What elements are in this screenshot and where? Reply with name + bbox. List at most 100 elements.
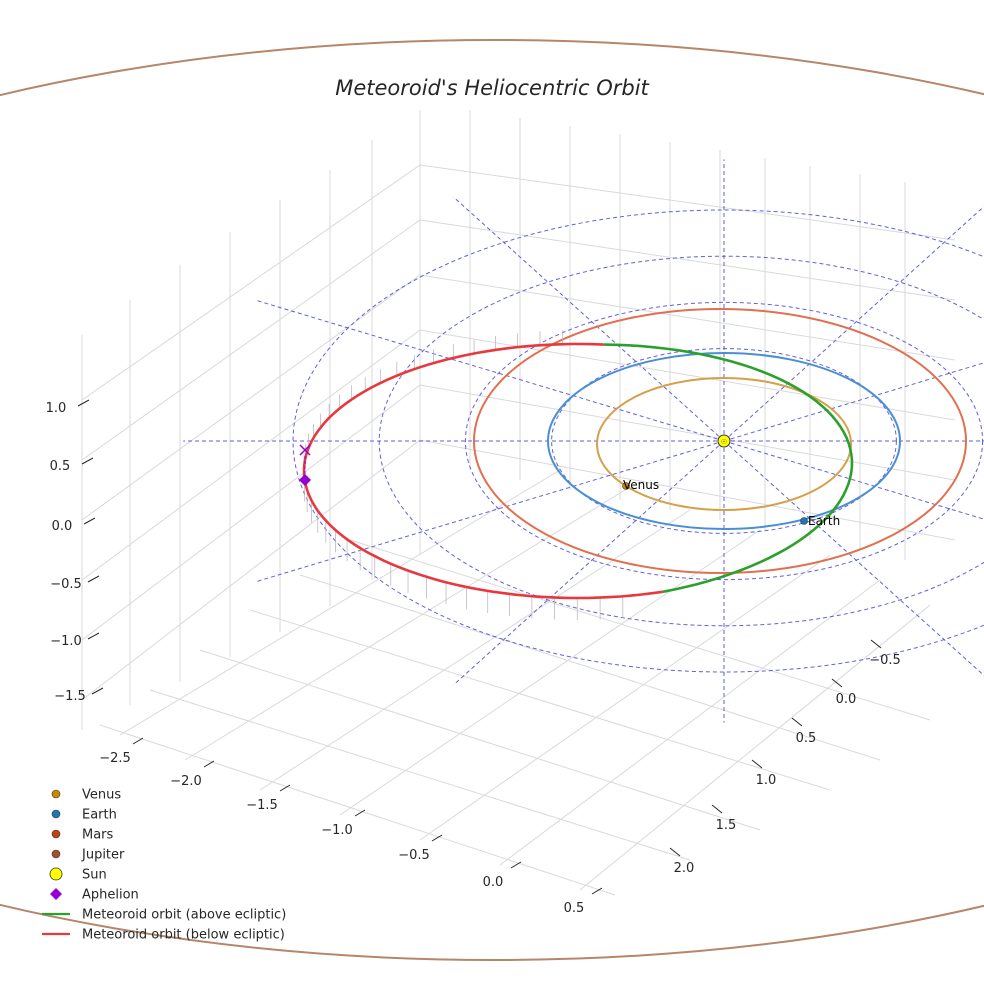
- orbit-earth: [547, 352, 901, 530]
- y-tick-mark: [831, 678, 843, 688]
- ecliptic-grid-spoke: [723, 440, 984, 677]
- markers: ☉ Venus Earth: [299, 434, 840, 528]
- y-tick-mark: [751, 759, 763, 769]
- legend-item: Meteoroid orbit (below ecliptic): [42, 928, 285, 943]
- x-tick-label: −1.0: [321, 823, 353, 838]
- z-tick-mark: [77, 399, 90, 407]
- pane-gridline: [81, 439, 956, 701]
- legend: Venus Earth Mars Jupiter Sun Aphelion Meteoroi…: [42, 788, 286, 943]
- legend-label: Venus: [82, 788, 121, 803]
- planet-orbits: [0, 39, 984, 961]
- pane-gridline: [81, 164, 956, 401]
- legend-label: Earth: [82, 808, 117, 823]
- pane-gridline: [579, 604, 931, 891]
- legend-swatch: [51, 829, 61, 839]
- y-tick-label: 1.5: [716, 818, 737, 833]
- pane-gridline: [249, 609, 831, 791]
- x-tick-label: 0.5: [564, 901, 585, 916]
- x-tick-mark: [510, 861, 522, 869]
- pane-gridline: [259, 509, 691, 791]
- legend-item: Meteoroid orbit (above ecliptic): [42, 908, 286, 923]
- pane-gridline: [339, 529, 761, 816]
- x-tick-mark: [431, 834, 443, 842]
- legend-item: Earth: [51, 808, 117, 823]
- pane-gridline: [81, 219, 956, 461]
- z-tick-label: 0.5: [50, 459, 71, 474]
- pane-gridline: [184, 489, 626, 761]
- x-tick-label: −0.5: [398, 848, 430, 863]
- pane-gridline: [299, 574, 881, 761]
- x-tick-mark: [279, 784, 291, 792]
- legend-swatch: [51, 809, 61, 819]
- ecliptic-grid-spoke: [255, 299, 725, 442]
- x-tick-mark: [354, 809, 366, 817]
- orbit-stems: [303, 330, 624, 620]
- orbit-venus: [596, 377, 852, 511]
- meteoroid-orbit-above: [603, 343, 854, 594]
- legend-label: Meteoroid orbit (above ecliptic): [82, 908, 286, 923]
- earth-label: Earth: [808, 514, 840, 528]
- aphelion-projection-marker: [299, 444, 311, 456]
- ecliptic-grid-circle: [464, 301, 984, 581]
- axis-ticks: −2.5 −2.0 −1.5 −1.0 −0.5 0.0 0.5 −0.5 0.0 0.5 1.0 1…: [46, 399, 901, 916]
- orbit-mars: [473, 308, 967, 574]
- legend-label: Jupiter: [81, 848, 125, 863]
- legend-item: Mars: [51, 828, 114, 843]
- x-tick-label: 0.0: [483, 875, 504, 890]
- y-tick-label: 1.0: [756, 773, 777, 788]
- z-tick-mark: [81, 457, 94, 465]
- y-tick-mark: [669, 847, 681, 857]
- ecliptic-grid-spoke: [723, 205, 984, 442]
- y-tick-label: 0.5: [796, 731, 817, 746]
- legend-label: Meteoroid orbit (below ecliptic): [82, 928, 285, 943]
- y-tick-mark: [791, 717, 803, 727]
- legend-swatch: [50, 888, 62, 900]
- x-tick-mark: [203, 760, 215, 768]
- ecliptic-grid: [183, 159, 984, 723]
- pane-gridline: [99, 724, 616, 896]
- legend-label: Mars: [82, 828, 114, 843]
- pane-gridline: [419, 554, 831, 841]
- ecliptic-grid-spoke: [453, 196, 725, 442]
- legend-swatch: [49, 867, 63, 881]
- y-tick-mark: [711, 804, 723, 814]
- ecliptic-grid-spoke: [255, 440, 725, 583]
- y-tick-mark: [870, 639, 882, 649]
- y-tick-label: −0.5: [869, 653, 901, 668]
- z-tick-mark: [87, 632, 100, 640]
- pane-gridline: [499, 579, 881, 866]
- z-tick-label: −1.0: [50, 634, 82, 649]
- earth-marker: [800, 517, 808, 525]
- z-tick-label: 1.0: [46, 401, 67, 416]
- legend-item: Venus: [51, 788, 121, 803]
- legend-swatch: [51, 789, 61, 799]
- pane-gridline: [81, 274, 956, 521]
- legend-swatch: [51, 849, 61, 859]
- z-tick-mark: [83, 517, 96, 525]
- y-tick-label: 2.0: [674, 861, 695, 876]
- x-tick-mark: [132, 737, 144, 745]
- legend-item: Aphelion: [50, 888, 139, 903]
- x-tick-label: −2.0: [170, 774, 202, 789]
- legend-item: Jupiter: [51, 848, 125, 863]
- legend-label: Aphelion: [82, 888, 139, 903]
- y-tick-label: 0.0: [836, 692, 857, 707]
- z-tick-label: −0.5: [50, 577, 82, 592]
- pane-gridline: [81, 384, 956, 641]
- pane-gridline: [199, 649, 761, 831]
- legend-label: Sun: [82, 868, 107, 883]
- z-tick-mark: [91, 687, 104, 695]
- aphelion-marker: [299, 474, 311, 486]
- pane-gridline: [349, 539, 931, 721]
- x-tick-label: −2.5: [99, 751, 131, 766]
- pane-gridline: [81, 329, 956, 581]
- z-tick-mark: [87, 575, 100, 583]
- pane-gridline: [149, 689, 691, 861]
- venus-marker: [622, 482, 630, 490]
- sun-glyph: ☉: [721, 438, 727, 446]
- chart-title: Meteoroid's Heliocentric Orbit: [335, 76, 649, 100]
- legend-item: Sun: [49, 867, 107, 883]
- x-tick-label: −1.5: [246, 798, 278, 813]
